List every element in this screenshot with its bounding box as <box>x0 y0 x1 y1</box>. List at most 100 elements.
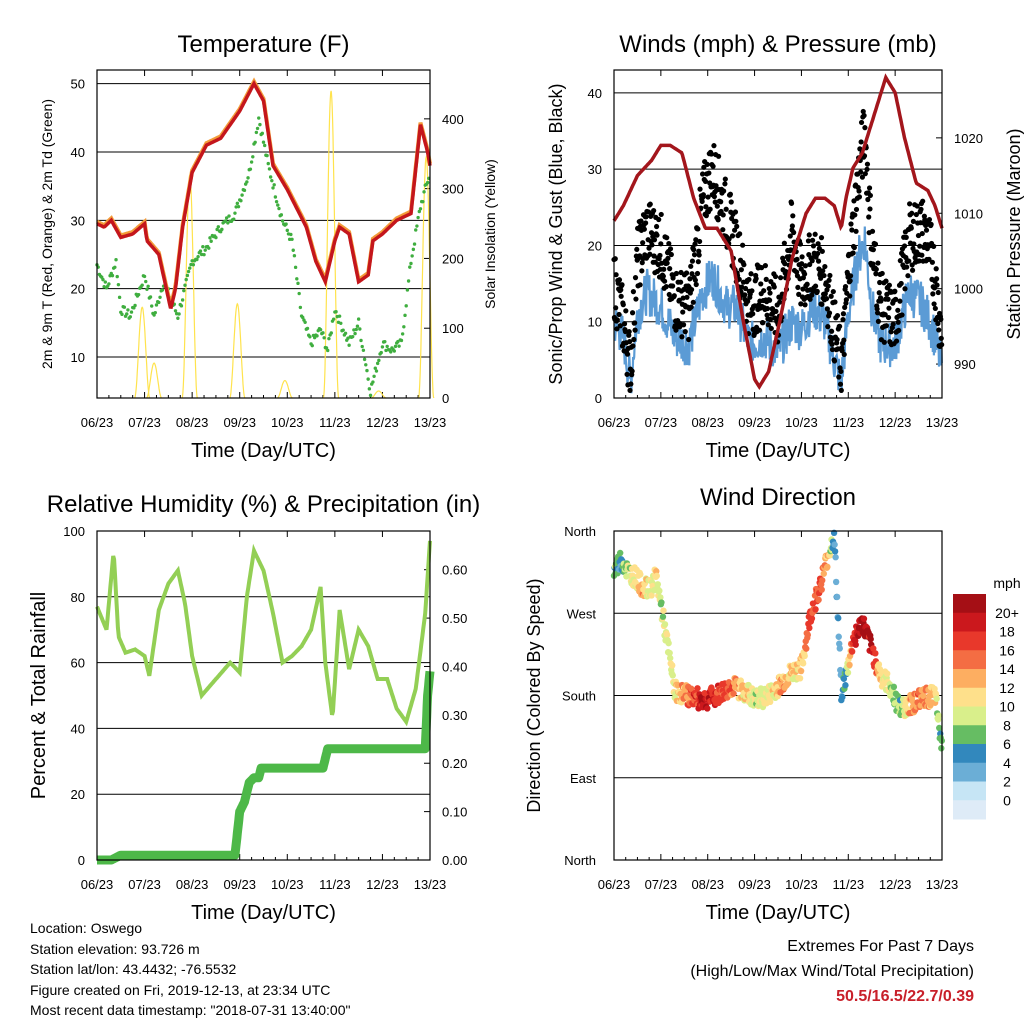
gust-point <box>888 329 894 335</box>
gust-point <box>768 325 774 332</box>
direction-point <box>815 596 822 604</box>
gust-point <box>633 296 639 302</box>
dewpoint-point <box>374 369 379 373</box>
gust-point <box>935 289 941 296</box>
dewpoint-point <box>368 393 373 398</box>
gust-point <box>860 108 866 115</box>
gust-point <box>699 171 706 177</box>
gust-point <box>806 232 812 238</box>
gust-point <box>746 276 752 283</box>
dewpoint-point <box>173 309 178 313</box>
dewpoint-point <box>416 215 420 220</box>
x-axis-label: Time (Day/UTC) <box>191 902 336 924</box>
dewpoint-point <box>101 277 105 282</box>
direction-point <box>832 578 840 586</box>
gust-point <box>767 316 774 322</box>
gust-point <box>929 259 935 265</box>
gust-point <box>647 201 653 207</box>
dewpoint-point <box>129 310 134 314</box>
dewpoint-point <box>157 300 161 305</box>
gust-point <box>919 252 925 258</box>
dewpoint-point <box>216 225 221 229</box>
gust-point <box>657 252 663 259</box>
gust-point <box>897 258 903 264</box>
gust-point <box>923 227 930 233</box>
dewpoint-point <box>408 265 412 269</box>
gust-point <box>804 281 810 287</box>
gust-point <box>712 199 718 205</box>
gust-point <box>795 284 801 291</box>
dewpoint-point <box>115 274 119 279</box>
y2-tick-label: 1000 <box>954 282 983 297</box>
gust-point <box>883 323 890 329</box>
dewpoint-point <box>190 259 194 263</box>
gust-point <box>913 211 919 218</box>
gust-point <box>794 256 800 262</box>
y-tick-label: 100 <box>63 524 85 539</box>
gust-point <box>620 302 626 308</box>
gust-point <box>865 196 871 203</box>
dewpoint-point <box>142 274 147 279</box>
gust-point <box>829 341 835 347</box>
gust-point <box>688 263 694 269</box>
gust-point <box>815 241 821 247</box>
colorbar-label: 4 <box>1003 755 1011 771</box>
gust-point <box>789 223 795 229</box>
dewpoint-point <box>255 126 260 131</box>
gust-point <box>788 200 795 206</box>
station-latlon: Station lat/lon: 43.4432; -76.5532 <box>30 961 237 977</box>
gust-point <box>909 210 915 216</box>
dewpoint-point <box>334 310 338 314</box>
direction-point <box>883 670 891 677</box>
direction-point <box>657 594 664 601</box>
y2-tick-label: 990 <box>954 357 976 372</box>
dewpoint-point <box>285 228 289 233</box>
gust-point <box>700 192 707 198</box>
gust-point <box>882 312 888 318</box>
gust-point <box>691 252 698 258</box>
plot-border <box>96 69 431 399</box>
dewpoint-point <box>144 279 148 284</box>
dewpoint-point <box>227 214 231 218</box>
gust-point <box>926 256 932 263</box>
x-tick-label: 08/23 <box>176 877 209 892</box>
chart-title: Wind Direction <box>700 484 856 511</box>
insolation-curve <box>229 302 246 399</box>
gust-point <box>897 298 903 304</box>
dewpoint-point <box>242 188 247 193</box>
gust-point <box>818 235 825 241</box>
rh-line <box>95 540 432 727</box>
gust-point <box>658 241 664 247</box>
gust-point <box>869 228 876 234</box>
dewpoint-point <box>158 295 162 299</box>
gust-point <box>893 338 900 344</box>
gust-point <box>688 304 694 310</box>
gust-point <box>728 199 734 205</box>
gust-point <box>707 206 713 212</box>
station-elevation: Station elevation: 93.726 m <box>30 940 200 957</box>
dewpoint-point <box>122 305 127 309</box>
dewpoint-point <box>354 327 358 332</box>
gust-point <box>810 243 817 249</box>
x-tick-label: 07/23 <box>645 877 678 892</box>
gust-point <box>783 269 789 275</box>
direction-point <box>666 654 674 662</box>
gust-point <box>613 272 619 278</box>
dewpoint-point <box>272 183 276 187</box>
dewpoint-point <box>365 368 369 373</box>
dewpoint-point <box>270 178 274 183</box>
gust-point <box>901 243 908 249</box>
gust-point <box>764 305 771 312</box>
gust-point <box>762 263 768 269</box>
gust-point <box>695 226 701 232</box>
gust-point <box>629 368 635 374</box>
x-tick-label: 07/23 <box>128 415 161 430</box>
gust-point <box>892 288 898 294</box>
y-tick-label: East <box>570 771 596 786</box>
colorbar-label: 14 <box>999 661 1015 677</box>
direction-point <box>867 635 874 643</box>
gust-point <box>909 267 916 273</box>
dewpoint-point <box>312 335 317 340</box>
dewpoint-point <box>377 358 381 363</box>
gust-point <box>936 327 942 333</box>
